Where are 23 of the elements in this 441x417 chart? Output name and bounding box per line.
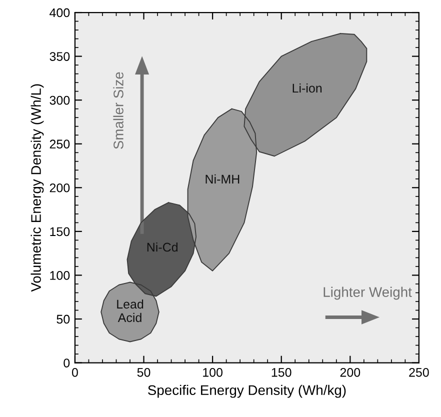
- x-tick-label: 100: [203, 368, 222, 377]
- y-tick-label: 100: [50, 271, 70, 280]
- series-label: Ni-MH: [206, 174, 240, 184]
- y-tick-label: 150: [50, 227, 70, 236]
- x-tick-label: 0: [72, 368, 78, 377]
- x-tick-label: 250: [409, 368, 429, 377]
- y-axis-title: Volumetric Energy Density (Wh/L): [30, 84, 44, 292]
- series-label: Li-ion: [292, 83, 322, 93]
- y-tick-label: 0: [64, 358, 70, 368]
- annotation: Lighter Weight: [324, 286, 412, 300]
- y-tick-label: 350: [50, 52, 70, 61]
- x-axis-title: Specific Energy Density (Wh/kg): [148, 384, 346, 398]
- y-tick-label: 50: [56, 314, 70, 324]
- annotation: Smaller Size: [113, 72, 124, 149]
- series-label: Ni-Cd: [147, 242, 178, 252]
- y-tick-label: 300: [50, 96, 70, 105]
- x-tick-label: 200: [340, 368, 360, 377]
- y-tick-label: 400: [50, 8, 70, 18]
- y-tick-label: 200: [50, 183, 70, 192]
- x-tick-label: 50: [137, 368, 150, 377]
- y-tick-label: 250: [50, 140, 70, 149]
- x-tick-label: 150: [272, 368, 292, 377]
- series-label: Lead Acid: [117, 299, 144, 322]
